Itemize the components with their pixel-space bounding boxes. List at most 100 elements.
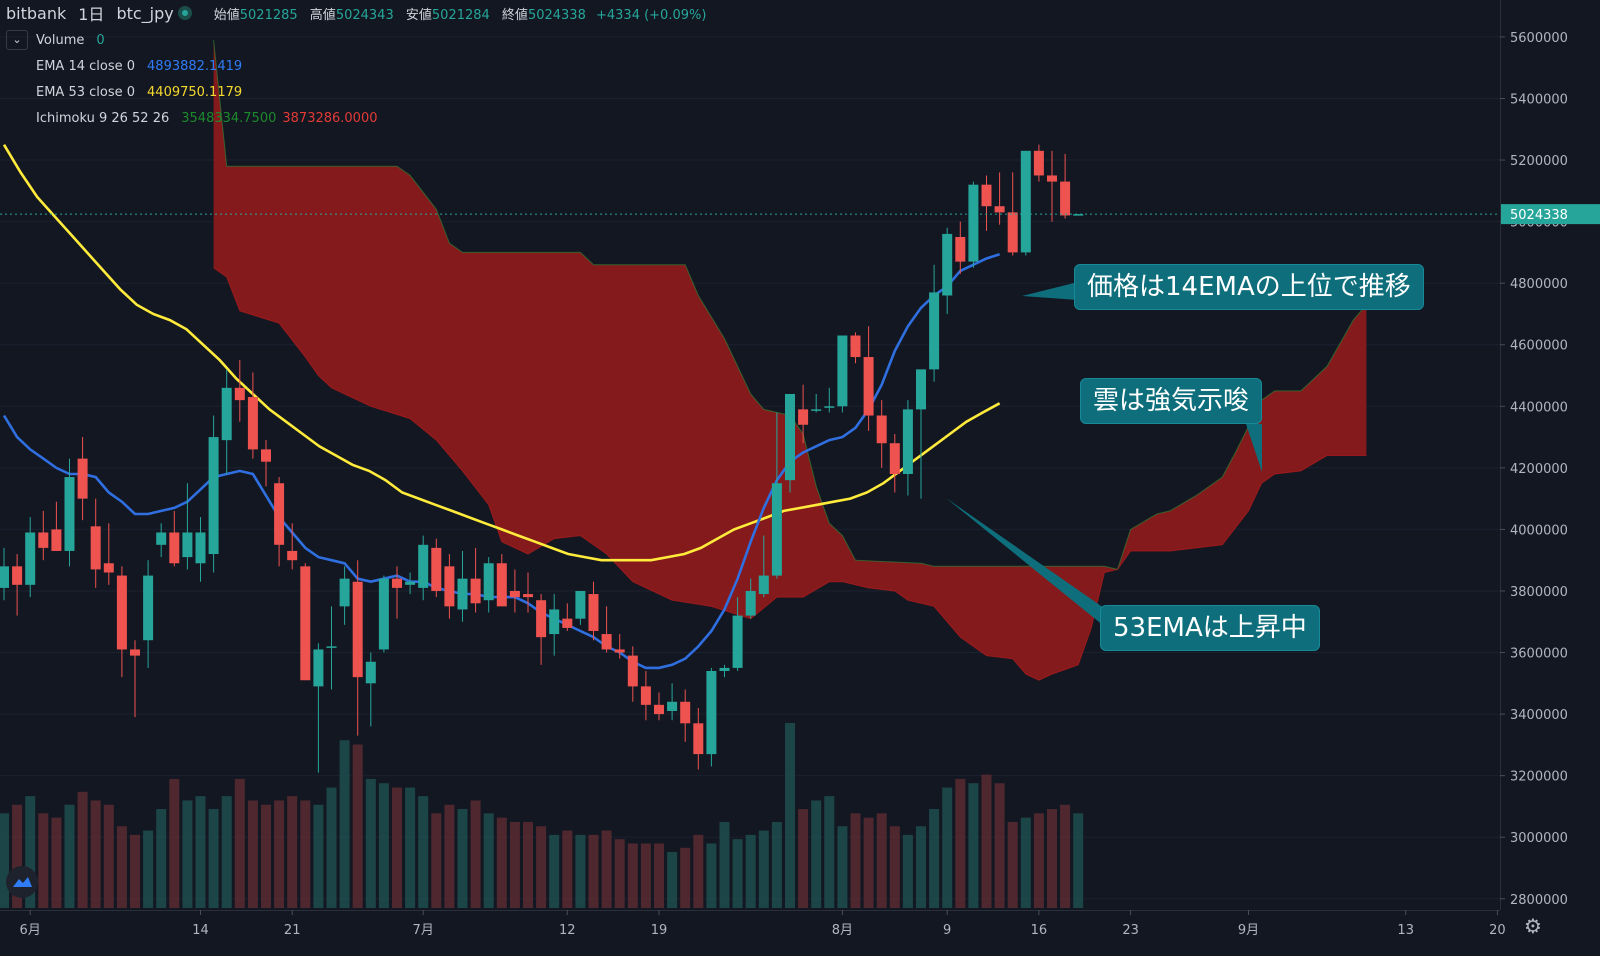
candle-body — [156, 532, 167, 545]
volume-bar — [1073, 813, 1084, 908]
tradingview-logo-icon[interactable] — [6, 866, 38, 898]
volume-bar — [496, 817, 507, 908]
candle-body — [758, 575, 769, 595]
symbol[interactable]: btc_jpy — [116, 3, 174, 23]
volume-bar — [850, 813, 861, 908]
x-tick-label: 9月 — [1238, 923, 1259, 938]
market-status-icon — [177, 6, 192, 20]
candle-body — [0, 566, 9, 588]
volume-legend[interactable]: Volume 0 — [36, 30, 105, 50]
candle-body — [876, 415, 887, 444]
y-tick-label: 3000000 — [1510, 831, 1568, 846]
volume-bar — [719, 821, 730, 908]
volume-bar — [588, 834, 599, 908]
candle-body — [771, 483, 782, 576]
candle-body — [12, 566, 23, 585]
candle-body — [457, 578, 468, 610]
gear-icon[interactable]: ⚙ — [1524, 914, 1542, 938]
candle-body — [496, 563, 507, 607]
ema14-legend[interactable]: EMA 14 close 0 4893882.1419 — [36, 56, 242, 76]
y-tick-label: 2800000 — [1510, 893, 1568, 908]
candle-body — [824, 406, 835, 408]
x-tick-label: 9 — [943, 923, 951, 938]
volume-value: 0 — [96, 32, 105, 48]
volume-bar — [824, 796, 835, 908]
candle-body — [955, 237, 966, 262]
chevron-down-icon[interactable]: ⌄ — [6, 30, 28, 50]
volume-bar — [771, 821, 782, 908]
candle-body — [785, 393, 795, 481]
candle-body — [916, 369, 926, 410]
change-value: +4334 (+0.09%) — [595, 7, 707, 23]
candle-body — [1047, 175, 1057, 182]
candle-body — [208, 437, 219, 555]
volume-bar — [143, 830, 154, 908]
volume-bar — [745, 834, 756, 908]
candle-body — [313, 649, 324, 687]
candle-body — [536, 600, 547, 638]
volume-bar — [837, 826, 848, 908]
candle-body — [745, 590, 756, 616]
volume-bar — [274, 800, 285, 908]
candle-body — [300, 566, 311, 681]
ema53-value: 4409750.1179 — [147, 84, 243, 100]
ema14-label: EMA 14 close 0 — [36, 58, 136, 74]
volume-bar — [798, 809, 809, 908]
candle-body — [575, 590, 586, 619]
volume-bar — [1020, 817, 1031, 908]
volume-bar — [523, 821, 533, 908]
candle-body — [614, 649, 625, 653]
callout-pointers — [946, 282, 1262, 626]
pointer-ema53 — [946, 498, 1104, 626]
candle-body — [837, 335, 848, 407]
interval[interactable]: 1日 — [78, 5, 105, 24]
volume-bar — [981, 774, 992, 908]
ichimoku-label: Ichimoku 9 26 52 26 — [36, 110, 170, 126]
candle-body — [627, 655, 638, 687]
ema53-label: EMA 53 close 0 — [36, 84, 136, 100]
candle-body — [77, 458, 88, 499]
volume-bar — [365, 778, 376, 908]
volume-bar — [392, 787, 402, 908]
volume-bar — [902, 834, 913, 908]
candle-body — [444, 566, 455, 607]
low-value: 5021284 — [431, 7, 490, 23]
x-tick-label: 7月 — [413, 923, 434, 938]
volume-bar — [261, 804, 271, 908]
last-price-label: 5024338 — [1510, 208, 1568, 223]
volume-label: Volume — [36, 32, 85, 48]
candle-body — [798, 409, 809, 425]
candle-body — [981, 184, 992, 207]
ichimoku-legend[interactable]: Ichimoku 9 26 52 26 3548334.7500 3873286… — [36, 108, 378, 128]
candle-body — [378, 578, 389, 650]
candle-body — [509, 590, 520, 598]
callout-ema14: 価格は14EMAの上位で推移 — [1074, 264, 1424, 310]
y-tick-label: 3600000 — [1510, 647, 1568, 662]
volume-bar — [1007, 821, 1018, 908]
candle-body — [889, 443, 900, 475]
volume-bar — [326, 787, 337, 908]
candle-body — [182, 532, 193, 558]
candle-body — [719, 667, 730, 671]
y-tick-label: 5200000 — [1510, 154, 1568, 169]
candle-body — [38, 532, 49, 548]
volume-bar — [876, 813, 887, 908]
volume-bar — [418, 796, 429, 908]
volume-bar — [863, 817, 874, 908]
time-axis-bg — [0, 910, 1600, 956]
candle-body — [588, 594, 599, 631]
volume-bar — [706, 843, 717, 908]
volume-bar — [680, 847, 691, 908]
volume-bar — [182, 800, 193, 908]
volume-bar — [955, 778, 966, 908]
volume-bar — [405, 787, 416, 908]
candle-body — [850, 335, 861, 358]
ema53-legend[interactable]: EMA 53 close 0 4409750.1179 — [36, 82, 242, 102]
candle-body — [902, 409, 913, 475]
candle-body — [811, 409, 822, 411]
volume-bar — [378, 783, 389, 908]
volume-bar — [116, 826, 127, 908]
volume-bar — [1060, 804, 1071, 908]
candle-body — [1073, 214, 1084, 216]
